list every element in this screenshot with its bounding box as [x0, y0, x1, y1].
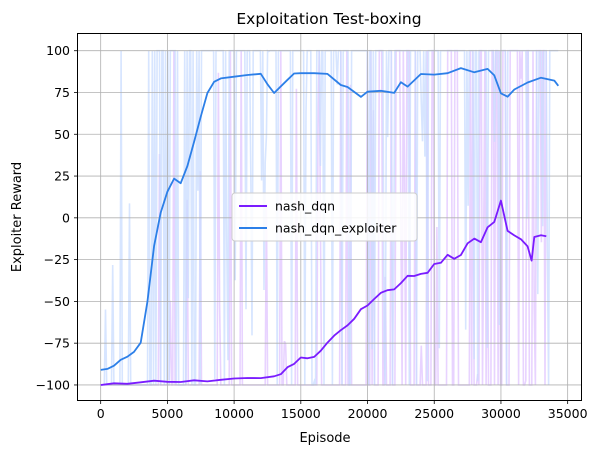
x-tick-label-2: 10000 — [214, 406, 254, 421]
series-line-1 — [100, 67, 560, 371]
legend-box — [231, 192, 418, 242]
x-tick-label-0: 0 — [97, 406, 105, 421]
x-tick-label-3: 15000 — [281, 406, 321, 421]
chart-title: Exploitation Test-boxing — [236, 10, 421, 28]
axis-ticks: 0 5000 10000 15000 20000 25000 30000 35000 −100 −… — [36, 43, 588, 421]
legend-label-nash-dqn-exploiter: nash_dqn_exploiter — [275, 221, 397, 236]
plot-area-frame — [77, 33, 582, 401]
y-tick-label-4: 0 — [62, 210, 70, 225]
series-line-0 — [100, 199, 547, 386]
legend: nash_dqn nash_dqn_exploiter — [231, 192, 418, 242]
y-tick-label-1: −75 — [44, 336, 70, 351]
y-tick-label-8: 100 — [46, 43, 70, 58]
y-tick-label-7: 75 — [54, 85, 70, 100]
y-tick-label-2: −50 — [44, 294, 70, 309]
x-tick-label-4: 20000 — [348, 406, 388, 421]
y-axis-label: Exploiter Reward — [10, 162, 25, 272]
x-tick-label-1: 5000 — [151, 406, 183, 421]
x-tick-label-5: 25000 — [414, 406, 454, 421]
series-lines — [100, 67, 560, 386]
x-tick-label-6: 30000 — [481, 406, 521, 421]
x-tick-label-7: 35000 — [548, 406, 588, 421]
x-axis-label: Episode — [299, 431, 350, 446]
y-tick-label-6: 50 — [54, 127, 70, 142]
y-tick-label-3: −25 — [44, 252, 70, 267]
legend-label-nash-dqn: nash_dqn — [275, 199, 335, 214]
y-tick-label-5: 25 — [54, 169, 70, 184]
y-tick-label-0: −100 — [36, 377, 70, 392]
